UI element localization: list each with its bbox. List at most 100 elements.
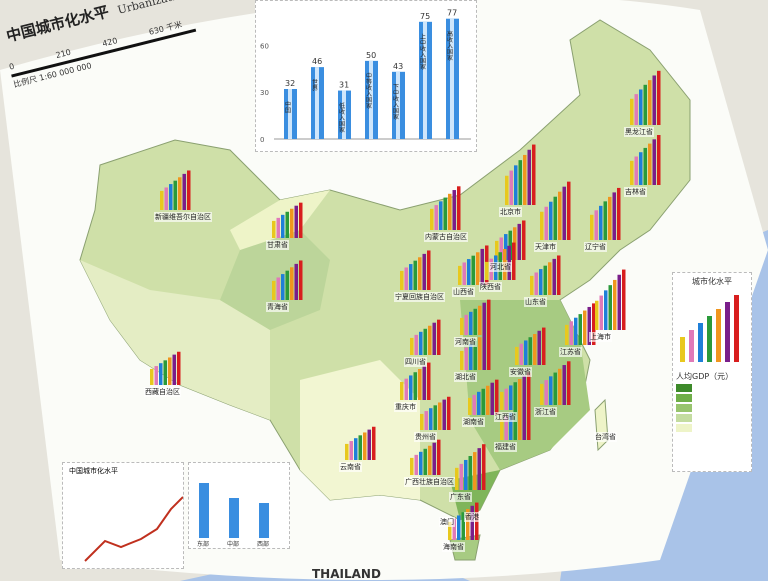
province-bar — [432, 442, 436, 475]
bar-highlight — [450, 18, 454, 139]
province-bar — [630, 160, 634, 185]
province-bar — [537, 330, 541, 365]
province-bar — [549, 201, 553, 240]
province-bar — [299, 202, 303, 238]
data-label: 75 — [420, 12, 430, 21]
province-bar — [548, 262, 552, 295]
province-label: 河南省 — [454, 337, 477, 347]
province-bar — [457, 515, 461, 540]
category-label: 中等收入国家 — [365, 72, 372, 109]
province-bar — [486, 385, 490, 415]
trend-title: 中国城市化水平 — [69, 467, 118, 475]
province-label: 青海省 — [266, 302, 289, 312]
province-bar — [349, 441, 353, 460]
province-bar — [530, 275, 534, 295]
province-bar — [464, 314, 468, 335]
province-bar — [578, 314, 582, 345]
province-bar — [558, 191, 562, 240]
province-label: 福建省 — [494, 442, 517, 452]
province-bar — [509, 170, 513, 205]
bar-highlight — [288, 89, 292, 139]
province-bar — [437, 319, 441, 355]
province-bar — [608, 196, 612, 240]
province-bar — [490, 382, 494, 415]
province-bar — [187, 170, 191, 210]
legend-bar — [698, 323, 703, 362]
province-bar — [457, 186, 461, 230]
province-bar — [643, 84, 647, 125]
province-bar — [543, 265, 547, 295]
province-bar — [413, 260, 417, 290]
bar-highlight — [396, 71, 400, 139]
province-label: 贵州省 — [414, 432, 437, 442]
category-label: 中国 — [284, 100, 291, 114]
province-label: 山东省 — [524, 297, 547, 307]
province-bar — [477, 391, 481, 415]
province-bar — [562, 365, 566, 405]
province-bar — [160, 190, 164, 210]
province-bar — [504, 388, 508, 410]
province-bar — [500, 391, 504, 410]
gdp-swatch — [676, 394, 748, 402]
province-bar — [599, 205, 603, 240]
province-bar — [159, 363, 163, 385]
province-bar — [414, 454, 418, 475]
province-label: 甘肃省 — [266, 240, 289, 250]
province-bar — [604, 290, 608, 330]
province-bar — [276, 277, 280, 300]
province-bar — [299, 260, 303, 300]
province-bar — [473, 308, 477, 335]
province-bar — [409, 264, 413, 290]
category-label: 高收入国家 — [446, 30, 453, 61]
legend-bars — [680, 295, 739, 362]
province-bar — [447, 396, 451, 430]
province-label: 海南省 — [442, 542, 465, 552]
province-bar — [464, 347, 468, 370]
province-bar — [466, 509, 470, 540]
province-bar — [427, 250, 431, 290]
category-label: 世界 — [311, 78, 318, 92]
province-bar — [400, 381, 404, 400]
province-bar — [515, 346, 519, 365]
province-bar — [404, 378, 408, 400]
province-bar — [427, 362, 431, 400]
province-label: 北京市 — [499, 207, 522, 217]
province-bar — [422, 253, 426, 290]
province-label: 香港 — [464, 512, 480, 522]
region-label: 西部 — [257, 540, 269, 548]
province-bar — [534, 272, 538, 295]
region-label: 中部 — [227, 540, 239, 548]
province-bar — [410, 457, 414, 475]
category-label: 上中收入国家 — [419, 33, 426, 70]
province-bar — [504, 234, 508, 260]
province-bar — [413, 372, 417, 400]
province-bar — [482, 333, 486, 370]
category-label: 下中收入国家 — [392, 84, 399, 120]
province-bar — [290, 267, 294, 300]
trend-line — [84, 496, 184, 562]
province-bar — [437, 439, 441, 475]
province-bar — [448, 521, 452, 540]
province-bar — [409, 375, 413, 400]
province-bar — [290, 208, 294, 238]
province-bar — [482, 444, 486, 490]
province-bar — [423, 328, 427, 355]
province-bar — [177, 351, 181, 385]
province-bar — [574, 317, 578, 345]
province-bar — [617, 274, 621, 330]
province-label: 辽宁省 — [584, 242, 607, 252]
province-bar — [583, 310, 587, 345]
taiwan-island — [594, 398, 609, 452]
province-bar — [518, 405, 522, 440]
province-label: 陕西省 — [479, 282, 502, 292]
province-bar — [422, 365, 426, 400]
province-bar — [512, 242, 516, 280]
province-bar — [178, 177, 182, 210]
province-bar — [169, 184, 173, 210]
province-bar — [557, 255, 561, 295]
province-label: 吉林省 — [624, 187, 647, 197]
province-bar — [524, 340, 528, 365]
province-bar — [434, 205, 438, 230]
province-bar — [468, 456, 472, 490]
